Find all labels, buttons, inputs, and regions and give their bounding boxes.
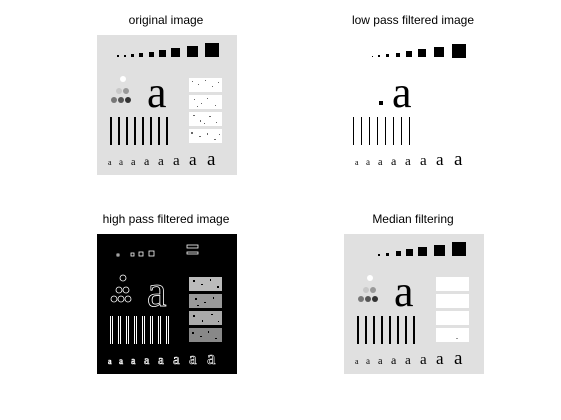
svg-text:a: a xyxy=(158,153,164,168)
svg-text:a: a xyxy=(158,352,164,367)
svg-text:a: a xyxy=(131,356,136,367)
svg-text:a: a xyxy=(392,68,412,117)
svg-text:a: a xyxy=(144,353,150,367)
panel-title-original: original image xyxy=(128,13,204,27)
svg-text:a: a xyxy=(207,348,216,369)
svg-text:a: a xyxy=(394,267,414,316)
svg-text:a: a xyxy=(378,157,383,168)
svg-text:a: a xyxy=(405,153,411,168)
svg-text:a: a xyxy=(207,149,216,170)
original-image-panel: a a a a a a a xyxy=(97,35,237,175)
svg-text:a: a xyxy=(144,154,150,168)
panel-title-low-pass: low pass filtered image xyxy=(351,13,475,27)
median-filtered-image: a a a a a a a a a xyxy=(344,234,484,374)
svg-text:a: a xyxy=(366,157,370,167)
low-pass-image-panel: a a a a a a a a a xyxy=(344,35,484,175)
panel-title-median: Median filtering xyxy=(372,212,454,226)
panel-title-high-pass: high pass filtered image xyxy=(102,212,230,226)
svg-text:a: a xyxy=(454,348,463,369)
svg-text:a: a xyxy=(131,157,136,168)
svg-text:a: a xyxy=(436,349,444,368)
svg-text:a: a xyxy=(355,158,359,167)
svg-text:a: a xyxy=(189,150,197,169)
high-pass-image-panel: a a a a a a xyxy=(97,234,237,374)
svg-text:a: a xyxy=(108,357,112,366)
svg-text:a: a xyxy=(405,352,411,367)
svg-text:a: a xyxy=(454,149,463,170)
svg-text:a: a xyxy=(420,352,427,368)
svg-text:a: a xyxy=(436,150,444,169)
svg-text:a: a xyxy=(420,153,427,169)
svg-text:a: a xyxy=(378,356,383,367)
svg-text:a: a xyxy=(366,356,370,366)
low-pass-image: a a a a a a a a a xyxy=(344,35,484,175)
svg-text:a: a xyxy=(147,68,167,117)
svg-text:a: a xyxy=(119,356,123,366)
svg-text:a: a xyxy=(108,158,112,167)
svg-text:a: a xyxy=(391,154,397,168)
svg-text:a: a xyxy=(391,353,397,367)
svg-text:a: a xyxy=(189,349,197,368)
median-filtered-image-panel: a a a a a a a a a xyxy=(344,234,484,374)
svg-text:a: a xyxy=(355,357,359,366)
svg-text:a: a xyxy=(173,153,180,169)
svg-text:a: a xyxy=(147,267,167,316)
svg-text:a: a xyxy=(173,352,180,368)
svg-text:a: a xyxy=(119,157,123,167)
original-image: a a a a a a a xyxy=(97,35,237,175)
high-pass-image: a a a a a a xyxy=(97,234,237,374)
